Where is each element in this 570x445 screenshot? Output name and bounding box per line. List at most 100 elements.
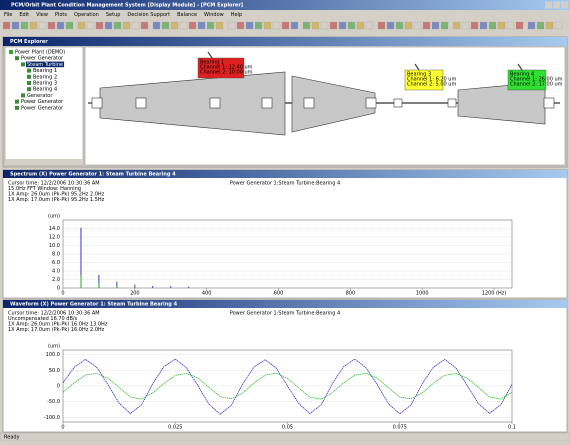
toolbar-button[interactable]: [132, 22, 139, 29]
toolbar-button[interactable]: [414, 22, 421, 29]
toolbar-button[interactable]: [423, 22, 430, 29]
tree-item[interactable]: Bearing 3: [33, 81, 57, 87]
minimize-button[interactable]: [545, 2, 552, 9]
status-text: Ready: [4, 435, 20, 441]
menu-item[interactable]: Plots: [55, 12, 67, 18]
menu-item[interactable]: Balance: [177, 12, 197, 18]
menu-item[interactable]: Edit: [19, 12, 29, 18]
tree-icon: [15, 56, 19, 60]
toolbar-button[interactable]: [78, 22, 85, 29]
toolbar-button[interactable]: [96, 22, 103, 29]
toolbar-button[interactable]: [171, 22, 178, 29]
toolbar-button[interactable]: [507, 22, 514, 29]
toolbar-button[interactable]: [87, 22, 94, 29]
toolbar-button[interactable]: [189, 22, 196, 29]
tree-scrollbar[interactable]: [5, 159, 83, 165]
label-line: Channel 2: 5.00 um: [407, 82, 456, 88]
toolbar-button[interactable]: [405, 22, 412, 29]
tree-item[interactable]: Generator: [27, 93, 53, 99]
toolbar-button[interactable]: [282, 22, 289, 29]
toolbar-button[interactable]: [207, 22, 214, 29]
window-title: PCM/Orbit Plant Condition Management Sys…: [11, 3, 243, 9]
toolbar-button[interactable]: [396, 22, 403, 29]
toolbar-button[interactable]: [228, 22, 235, 29]
toolbar-button[interactable]: [105, 22, 112, 29]
toolbar-button[interactable]: [180, 22, 187, 29]
menu-item[interactable]: File: [4, 12, 12, 18]
menu-item[interactable]: Decision Support: [127, 12, 170, 18]
toolbar-button[interactable]: [366, 22, 373, 29]
toolbar-button[interactable]: [141, 22, 148, 29]
x-tick-label: 200: [130, 291, 140, 297]
toolbar-button[interactable]: [66, 22, 73, 29]
toolbar-button[interactable]: [12, 22, 19, 29]
toolbar-button[interactable]: [441, 22, 448, 29]
tree-item[interactable]: Bearing 1: [33, 68, 57, 74]
bearing: [210, 98, 220, 108]
tree-item[interactable]: Power Generator: [21, 99, 64, 105]
toolbar-button[interactable]: [273, 22, 280, 29]
toolbar-button[interactable]: [312, 22, 319, 29]
toolbar-button[interactable]: [516, 22, 523, 29]
toolbar-button[interactable]: [528, 22, 535, 29]
tree-item[interactable]: Bearing 2: [33, 74, 57, 80]
toolbar-button[interactable]: [114, 22, 121, 29]
toolbar-button[interactable]: [546, 22, 553, 29]
toolbar-button[interactable]: [498, 22, 505, 29]
y-tick-label: 10.0: [49, 243, 60, 249]
menu-item[interactable]: Operation: [74, 12, 99, 18]
toolbar-button[interactable]: [153, 22, 160, 29]
toolbar-button[interactable]: [453, 22, 460, 29]
tree-item[interactable]: Power Generator: [21, 56, 64, 62]
toolbar-button[interactable]: [216, 22, 223, 29]
toolbar-button[interactable]: [30, 22, 37, 29]
toolbar-button[interactable]: [39, 22, 46, 29]
label-line: Channel 2: 10.00 um: [200, 70, 253, 76]
toolbar-button[interactable]: [123, 22, 130, 29]
toolbar-button[interactable]: [378, 22, 385, 29]
toolbar-button[interactable]: [246, 22, 253, 29]
toolbar-button[interactable]: [48, 22, 55, 29]
toolbar-button[interactable]: [57, 22, 64, 29]
toolbar-button[interactable]: [255, 22, 262, 29]
y-tick-label: 2.0: [52, 277, 60, 283]
menu-item[interactable]: Window: [204, 12, 224, 18]
tree-item[interactable]: Steam Turbine: [27, 62, 63, 68]
toolbar-button[interactable]: [3, 22, 10, 29]
toolbar-button[interactable]: [237, 22, 244, 29]
toolbar-button[interactable]: [462, 22, 469, 29]
toolbar-button[interactable]: [321, 22, 328, 29]
y-tick-label: 6.0: [52, 260, 60, 266]
toolbar-button[interactable]: [339, 22, 346, 29]
toolbar-button[interactable]: [489, 22, 496, 29]
toolbar-button[interactable]: [21, 22, 28, 29]
toolbar-button[interactable]: [291, 22, 298, 29]
menu-item[interactable]: Help: [231, 12, 242, 18]
toolbar-button[interactable]: [357, 22, 364, 29]
toolbar-button[interactable]: [162, 22, 169, 29]
toolbar-button[interactable]: [387, 22, 394, 29]
toolbar-button[interactable]: [348, 22, 355, 29]
toolbar-button[interactable]: [471, 22, 478, 29]
tree-icon: [21, 62, 25, 66]
tree-icon: [27, 69, 31, 73]
toolbar-button[interactable]: [432, 22, 439, 29]
menu-item[interactable]: View: [36, 12, 48, 18]
toolbar-button[interactable]: [303, 22, 310, 29]
toolbar-button[interactable]: [198, 22, 205, 29]
tree-icon: [27, 81, 31, 85]
toolbar-button[interactable]: [264, 22, 271, 29]
tree-item[interactable]: Power Plant (DEMO): [15, 50, 65, 56]
toolbar-button[interactable]: [330, 22, 337, 29]
menu-item[interactable]: Setup: [106, 12, 121, 18]
toolbar-button[interactable]: [537, 22, 544, 29]
tree-item[interactable]: Bearing 4: [33, 87, 57, 93]
bearing: [544, 98, 554, 108]
close-button[interactable]: [561, 2, 568, 9]
y-tick-label: 50.0: [49, 368, 60, 374]
toolbar-button[interactable]: [555, 22, 562, 29]
toolbar-button[interactable]: [480, 22, 487, 29]
maximize-button[interactable]: [553, 2, 560, 9]
tree-icon: [9, 50, 13, 54]
tree-item[interactable]: Power Generator: [21, 105, 64, 111]
